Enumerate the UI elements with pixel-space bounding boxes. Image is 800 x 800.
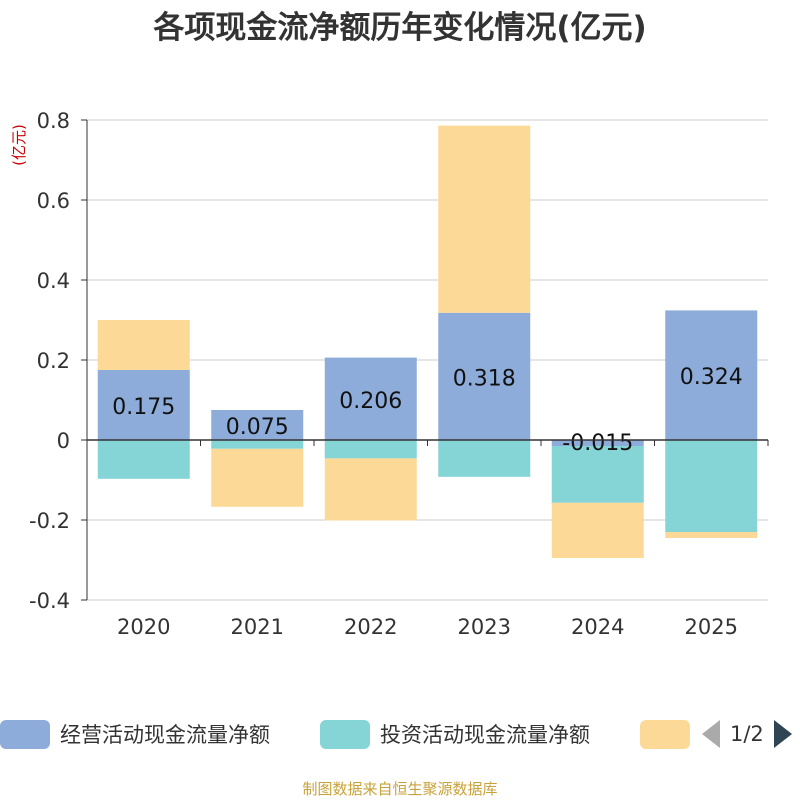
- legend: 经营活动现金流量净额 投资活动现金流量净额 1/2: [0, 714, 800, 754]
- legend-label-operating: 经营活动现金流量净额: [60, 723, 270, 747]
- bar-2024-series-2: [551, 502, 644, 558]
- legend-page-indicator: 1/2: [730, 722, 764, 746]
- bar-2021-series-2: [211, 448, 304, 507]
- legend-next-arrow-icon[interactable]: [773, 720, 792, 748]
- data-label: 0.075: [226, 415, 289, 440]
- y-tick-label: 0.8: [37, 109, 70, 133]
- chart-title: 各项现金流净额历年变化情况(亿元): [153, 10, 647, 46]
- legend-swatch-operating: [0, 719, 50, 749]
- chart-plot: -0.4 -0.2 0 0.2 0.4 0.6 0.8 (亿元) 0.175 2020 0.075 2…: [10, 109, 769, 639]
- bar-2022-series-2: [324, 458, 417, 521]
- bar-2025-series-1: [665, 440, 758, 532]
- data-label: 0.324: [680, 365, 743, 390]
- x-tick-label: 2022: [344, 615, 397, 639]
- bar-2021-series-0: [211, 410, 304, 440]
- legend-label-investing: 投资活动现金流量净额: [380, 723, 590, 747]
- x-tick-label: 2025: [685, 615, 738, 639]
- bar-2025-series-0: [665, 310, 758, 440]
- legend-swatch-investing: [320, 719, 370, 749]
- y-tick-label: 0: [57, 429, 70, 453]
- bar-2020-series-0: [97, 370, 190, 440]
- y-tick-label: 0.6: [37, 189, 70, 213]
- legend-swatch-financing: [640, 719, 690, 749]
- data-label: 0.206: [339, 389, 402, 414]
- legend-item-investing[interactable]: 投资活动现金流量净额: [320, 714, 590, 754]
- x-tick-label: 2021: [231, 615, 284, 639]
- bar-2023-series-2: [438, 125, 531, 313]
- bar-2020-series-2: [97, 320, 190, 370]
- x-tick-label: 2024: [571, 615, 624, 639]
- data-label: 0.318: [453, 366, 516, 391]
- legend-item-financing[interactable]: [640, 714, 690, 754]
- bar-2024-series-0: [551, 440, 644, 446]
- y-tick-label: -0.4: [29, 589, 70, 613]
- bar-2022-series-1: [324, 440, 417, 459]
- bar-2021-series-1: [211, 440, 304, 449]
- legend-pager: 1/2: [702, 714, 792, 754]
- bar-2022-series-0: [324, 357, 417, 440]
- y-tick-label: 0.4: [37, 269, 70, 293]
- y-tick-label: -0.2: [29, 509, 70, 533]
- data-label: -0.015: [562, 431, 633, 456]
- bar-2024-series-1: [551, 446, 644, 503]
- bar-2023-series-0: [438, 312, 531, 440]
- data-label: 0.175: [112, 395, 175, 420]
- bar-2025-series-2: [665, 532, 758, 538]
- source-note: 制图数据来自恒生聚源数据库: [302, 780, 498, 798]
- x-tick-label: 2020: [117, 615, 170, 639]
- y-axis-unit-label: (亿元): [10, 124, 28, 166]
- bar-2020-series-1: [97, 440, 190, 479]
- bar-2023-series-1: [438, 440, 531, 477]
- legend-item-operating[interactable]: 经营活动现金流量净额: [0, 714, 270, 754]
- y-tick-label: 0.2: [37, 349, 70, 373]
- x-tick-label: 2023: [458, 615, 511, 639]
- legend-prev-arrow-icon[interactable]: [702, 720, 720, 748]
